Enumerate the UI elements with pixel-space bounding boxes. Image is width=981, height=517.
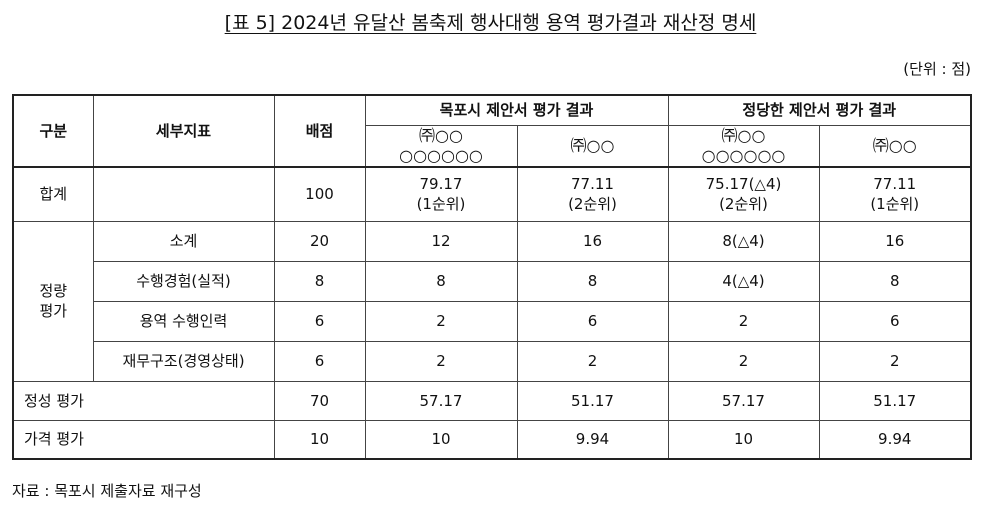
value-cell: 51.17: [516, 380, 669, 421]
value-cell: 9.94: [516, 419, 669, 460]
table-row: 구분 세부지표 배점 목포시 제안서 평가 결과 정당한 제안서 평가 결과: [12, 94, 972, 168]
cell-line: (2순위): [568, 195, 617, 214]
table-row: 수행경험(실적) 8 8 8 4(△4) 8: [13, 260, 972, 302]
cell-line: 77.11: [873, 175, 917, 194]
value-cell: 57.17: [364, 380, 518, 421]
value-cell: 8: [364, 260, 518, 302]
indicator-cell: 용역 수행인력: [92, 300, 275, 342]
cell-line: 79.17: [419, 175, 463, 194]
value-cell: 8: [516, 260, 669, 302]
value-cell: 10: [667, 419, 820, 460]
cell-line: ㈜○○: [570, 135, 615, 155]
cell-line: 77.11: [571, 175, 614, 194]
cell-line: (1순위): [870, 195, 920, 214]
table-row: 합계 100 79.17 (1순위) 77.11 (2순위) 75.17(△4) (2순위) 7…: [12, 166, 972, 222]
value-cell: 2: [364, 340, 518, 382]
value-cell: 2: [667, 300, 820, 342]
row-label: 정성 평가: [12, 380, 275, 421]
score-cell: 100: [273, 166, 366, 222]
score-cell: 20: [273, 220, 366, 262]
header-cell: 배점: [273, 94, 366, 168]
result-table: 구분 세부지표 배점 목포시 제안서 평가 결과 정당한 제안서 평가 결과 ㈜○○ ○○○…: [12, 94, 972, 460]
table-row: 용역 수행인력 6 2 6 2 6: [13, 300, 972, 342]
score-cell: 70: [273, 380, 366, 421]
title-text: [표 5] 2024년 유달산 봄축제 행사대행 용역 평가결과 재산정 명세: [224, 12, 757, 34]
value-cell: 77.11 (1순위): [818, 166, 972, 222]
value-cell: 79.17 (1순위): [364, 166, 518, 222]
table-row: 정량 평가 소계 20 12 16 8(△4) 16: [12, 220, 972, 382]
score-cell: 6: [273, 300, 366, 342]
header-group: 목포시 제안서 평가 결과: [364, 94, 669, 126]
unit-note: (단위 : 점): [903, 60, 971, 78]
table-row: 가격 평가 10 10 9.94 10 9.94: [12, 419, 972, 460]
value-cell: 6: [818, 300, 972, 342]
value-cell: 51.17: [818, 380, 972, 421]
header-cell: 세부지표: [92, 94, 275, 168]
header-group: 정당한 제안서 평가 결과: [667, 94, 972, 126]
value-cell: 2: [818, 340, 972, 382]
company-cell: ㈜○○ ○○○○○○: [667, 124, 820, 168]
cell-line: (2순위): [719, 195, 768, 214]
cell-line: ○○○○○○: [701, 145, 786, 165]
cell-line: 정량: [39, 282, 68, 300]
company-cell: ㈜○○: [516, 124, 669, 168]
value-cell: 9.94: [818, 419, 972, 460]
indicator-cell: 소계: [92, 220, 275, 262]
score-cell: 8: [273, 260, 366, 302]
empty-cell: [92, 166, 275, 222]
value-cell: 8(△4): [667, 220, 820, 262]
source-note: 자료 : 목포시 제출자료 재구성: [12, 482, 202, 500]
indicator-cell: 수행경험(실적): [92, 260, 275, 302]
indicator-cell: 재무구조(경영상태): [92, 340, 275, 382]
value-cell: 12: [364, 220, 518, 262]
value-cell: 6: [516, 300, 669, 342]
row-label: 합계: [12, 166, 94, 222]
company-cell: ㈜○○ ○○○○○○: [364, 124, 518, 168]
cell-line: ○○○○○○: [399, 145, 483, 165]
value-cell: 2: [667, 340, 820, 382]
value-cell: 2: [516, 340, 669, 382]
table-row: 정성 평가 70 57.17 51.17 57.17 51.17: [12, 380, 972, 421]
score-cell: 10: [273, 419, 366, 460]
value-cell: 57.17: [667, 380, 820, 421]
value-cell: 16: [818, 220, 972, 262]
score-cell: 6: [273, 340, 366, 382]
header-cell: 구분: [12, 94, 94, 168]
cell-line: ㈜○○: [872, 135, 917, 155]
cell-line: ㈜○○: [419, 125, 463, 145]
table-row: ㈜○○ ○○○○○○ ㈜○○ ㈜○○ ○○○○○○ ㈜○○: [13, 124, 972, 168]
value-cell: 10: [364, 419, 518, 460]
cell-line: ㈜○○: [721, 125, 766, 145]
row-label: 가격 평가: [12, 419, 275, 460]
cell-line: (1순위): [416, 195, 466, 214]
value-cell: 4(△4): [667, 260, 820, 302]
cell-line: 평가: [39, 302, 68, 320]
value-cell: 77.11 (2순위): [516, 166, 669, 222]
company-cell: ㈜○○: [818, 124, 972, 168]
cell-line: 75.17(△4): [705, 175, 782, 194]
value-cell: 16: [516, 220, 669, 262]
value-cell: 75.17(△4) (2순위): [667, 166, 820, 222]
value-cell: 8: [818, 260, 972, 302]
value-cell: 2: [364, 300, 518, 342]
table-row: 재무구조(경영상태) 6 2 2 2 2: [13, 340, 972, 382]
title: [표 5] 2024년 유달산 봄축제 행사대행 용역 평가결과 재산정 명세: [0, 8, 981, 35]
